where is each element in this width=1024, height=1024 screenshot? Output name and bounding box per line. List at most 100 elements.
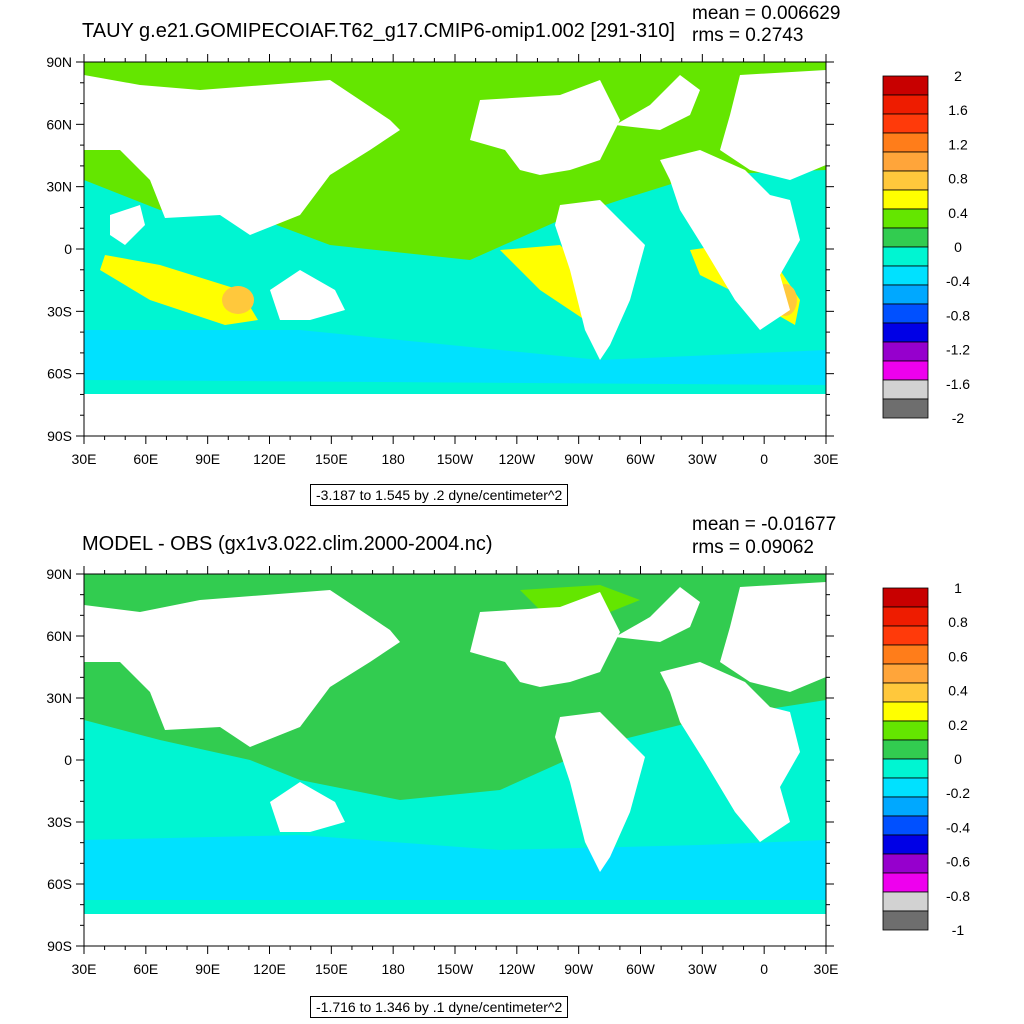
lat-tick-label: 90S <box>47 938 72 954</box>
colorbar-swatch <box>882 777 929 798</box>
colorbar-swatch <box>882 606 929 627</box>
lon-tick-label: 90E <box>195 961 220 977</box>
lon-tick-label: 90W <box>564 961 594 977</box>
panel2-title: MODEL - OBS (gx1v3.022.clim.2000-2004.nc… <box>82 533 493 555</box>
panel2-colorbar: 1 0.8 0.6 0.4 0.2 0 -0.2 -0.4 -0.6 -0.8 -1 <box>882 580 970 938</box>
colorbar-swatch <box>882 701 929 722</box>
lat-tick-label: 90S <box>47 428 72 444</box>
lon-tick-label: 120W <box>499 961 536 977</box>
colorbar-label: 2 <box>954 68 962 84</box>
colorbar-swatch <box>882 132 929 153</box>
colorbar-swatch <box>882 208 929 229</box>
panel2-range-label: -1.716 to 1.346 by .1 dyne/centimeter^2 <box>310 996 569 1018</box>
colorbar-swatch <box>882 625 929 646</box>
panel2-mean: mean = -0.01677 <box>692 514 837 535</box>
lon-tick-label: 150W <box>437 451 474 467</box>
colorbar-label: -1.2 <box>946 342 970 358</box>
colorbar-swatch <box>882 75 929 96</box>
colorbar-label: -0.6 <box>946 854 970 870</box>
colorbar-swatch <box>882 663 929 684</box>
colorbar-swatch <box>882 284 929 305</box>
colorbar-swatch <box>882 720 929 741</box>
colorbar-swatch <box>882 265 929 286</box>
lon-tick-label: 150W <box>437 961 474 977</box>
lon-tick-label: 60E <box>133 451 158 467</box>
colorbar-swatch <box>882 170 929 191</box>
colorbar-swatch <box>882 815 929 836</box>
panel1-range-label: -3.187 to 1.545 by .2 dyne/centimeter^2 <box>310 484 569 506</box>
panel2-rms: rms = 0.09062 <box>692 537 814 558</box>
lon-tick-label: 30E <box>814 451 839 467</box>
colorbar-label: -1.6 <box>946 376 970 392</box>
lon-tick-label: 30W <box>688 961 718 977</box>
lat-tick-label: 30N <box>46 179 72 195</box>
colorbar-label: -2 <box>952 410 965 426</box>
colorbar-swatch <box>882 94 929 115</box>
colorbar-swatch <box>882 644 929 665</box>
lon-tick-label: 120E <box>253 961 286 977</box>
colorbar-label: -0.8 <box>946 888 970 904</box>
colorbar-label: 1 <box>954 580 962 596</box>
colorbar-label: 0 <box>954 751 962 767</box>
lon-tick-label: 90W <box>564 451 594 467</box>
panel1-southern-field <box>84 330 826 385</box>
panel1-colorbar: 2 1.6 1.2 0.8 0.4 0 -0.4 -0.8 -1.2 -1.6 -2 <box>882 68 970 426</box>
lon-tick-label: 30W <box>688 451 718 467</box>
lon-tick-label: 30E <box>72 961 97 977</box>
panel1-land <box>84 70 826 436</box>
panel2-highlight-field <box>520 585 640 612</box>
colorbar-swatch <box>882 246 929 267</box>
colorbar-label: 0.4 <box>948 683 968 699</box>
colorbar-label: 0.4 <box>948 205 968 221</box>
colorbar-swatch <box>882 853 929 874</box>
colorbar-label: -0.2 <box>946 785 970 801</box>
lon-tick-label: 30E <box>72 451 97 467</box>
colorbar-label: -0.4 <box>946 273 970 289</box>
panel1-subtropical-field <box>100 255 258 325</box>
colorbar-swatch <box>882 227 929 248</box>
colorbar-label: 1.2 <box>948 136 968 152</box>
colorbar-swatch <box>882 303 929 324</box>
panel1-mean: mean = 0.006629 <box>692 3 841 24</box>
colorbar-swatch <box>882 758 929 779</box>
colorbar-label: -0.4 <box>946 819 970 835</box>
lon-tick-label: 0 <box>760 451 768 467</box>
panel1-max-field <box>222 286 254 314</box>
colorbar-label: 0.8 <box>948 171 968 187</box>
colorbar-swatch <box>882 872 929 893</box>
colorbar-swatch <box>882 682 929 703</box>
colorbar-swatch <box>882 360 929 381</box>
panel2-southern-field <box>84 835 826 900</box>
lat-tick-label: 90N <box>46 54 72 70</box>
colorbar-label: -0.8 <box>946 307 970 323</box>
lat-tick-label: 90N <box>46 566 72 582</box>
colorbar-swatch <box>882 891 929 912</box>
lon-tick-label: 180 <box>381 961 405 977</box>
lat-tick-label: 60S <box>47 366 72 382</box>
panel1-title: TAUY g.e21.GOMIPECOIAF.T62_g17.CMIP6-omi… <box>82 20 675 42</box>
colorbar-label: 0 <box>954 239 962 255</box>
colorbar-label: 0.2 <box>948 717 968 733</box>
lat-tick-label: 0 <box>64 241 72 257</box>
lon-tick-label: 60W <box>626 451 656 467</box>
colorbar-swatch <box>882 398 929 419</box>
lon-tick-label: 60E <box>133 961 158 977</box>
colorbar-swatch <box>882 796 929 817</box>
lat-tick-label: 30S <box>47 814 72 830</box>
colorbar-swatch <box>882 910 929 931</box>
colorbar-label: 1.6 <box>948 102 968 118</box>
lat-tick-label: 60S <box>47 876 72 892</box>
lon-tick-label: 150E <box>315 961 348 977</box>
lat-tick-label: 0 <box>64 752 72 768</box>
lon-tick-label: 60W <box>626 961 656 977</box>
lat-tick-label: 30N <box>46 690 72 706</box>
colorbar-swatch <box>882 834 929 855</box>
colorbar-swatch <box>882 113 929 134</box>
colorbar-swatch <box>882 587 929 608</box>
colorbar-swatch <box>882 151 929 172</box>
colorbar-swatch <box>882 341 929 362</box>
lon-tick-label: 120E <box>253 451 286 467</box>
